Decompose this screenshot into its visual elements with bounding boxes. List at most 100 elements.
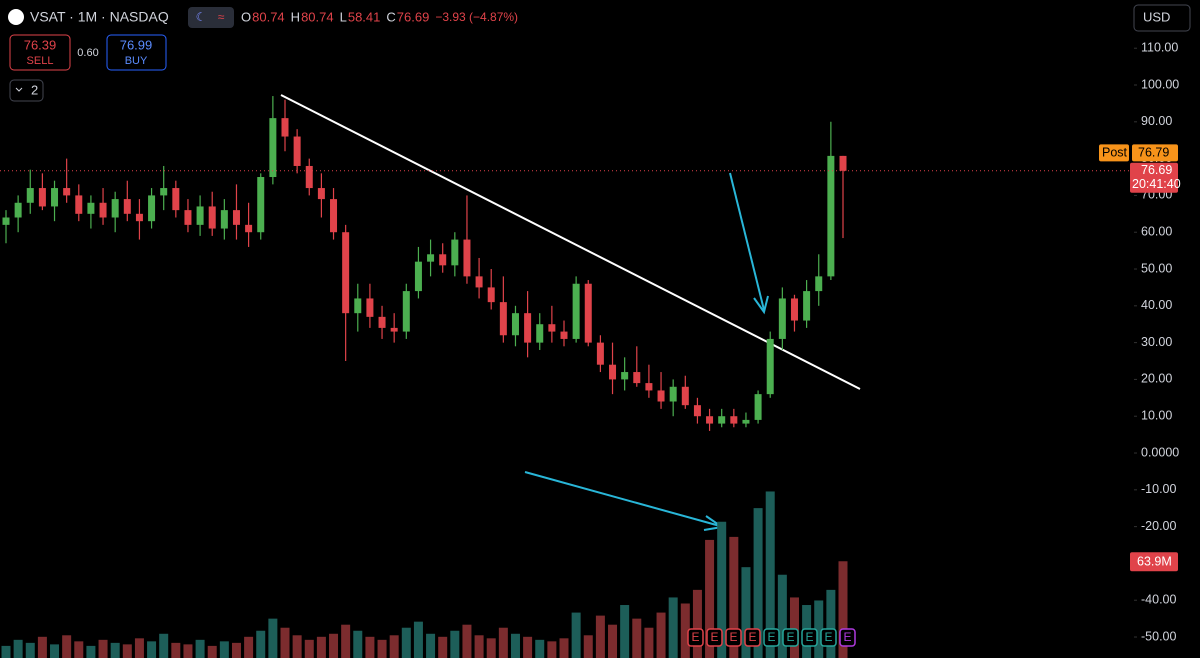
volume-bar	[365, 636, 375, 658]
event-marker	[706, 628, 723, 647]
candle-body	[160, 188, 168, 196]
candle-body	[378, 316, 386, 328]
volume-bar	[353, 630, 363, 658]
candle-body	[439, 254, 447, 266]
indicators-toggle[interactable]	[9, 79, 44, 102]
volume-bar	[50, 644, 60, 658]
candle-body	[354, 298, 362, 314]
ohlc-key: H	[291, 9, 300, 24]
candle-body	[669, 386, 677, 402]
volume-bar	[559, 638, 569, 658]
event-label: E	[824, 630, 832, 644]
event-label: E	[710, 630, 718, 644]
sell-label: SELL	[27, 55, 54, 67]
volume-bar	[171, 642, 181, 658]
volume-bar	[753, 508, 763, 658]
event-marker	[725, 628, 742, 647]
candle-body	[305, 165, 313, 189]
candle-body	[790, 298, 798, 321]
volume-bar	[304, 639, 314, 658]
volume-bar	[838, 561, 848, 658]
volume-bar	[656, 612, 666, 658]
y-tick-label: 110.00	[1141, 41, 1178, 55]
candle-body	[232, 210, 240, 225]
event-label: E	[805, 630, 813, 644]
y-tick-label: 30.00	[1141, 335, 1172, 349]
toggle[interactable]	[188, 7, 234, 28]
candle-body	[584, 283, 592, 343]
spread: 0.60	[77, 47, 98, 59]
logo	[8, 9, 24, 25]
chevron	[15, 87, 23, 92]
volume-bar	[1, 645, 11, 658]
icon: ≈	[218, 10, 225, 24]
trend-line	[280, 94, 861, 390]
volume-bar	[426, 633, 436, 658]
candle-body	[208, 206, 216, 229]
volume-bar	[110, 642, 120, 658]
volume-bar	[219, 641, 229, 658]
candle-body	[609, 364, 617, 380]
volume-bar	[62, 635, 72, 658]
volume-bar	[741, 567, 751, 658]
candle-body	[51, 188, 59, 207]
candle-body	[402, 291, 410, 332]
buy-button[interactable]	[106, 34, 167, 71]
candle-body	[681, 386, 689, 406]
candle-body	[778, 298, 786, 339]
candle-body	[645, 383, 653, 391]
candle-body	[2, 217, 10, 225]
currency: USD	[1143, 9, 1170, 24]
icon: ☾	[196, 10, 207, 24]
last-price-box	[1130, 162, 1178, 193]
change: −3.93 (−4.87%)	[435, 10, 518, 24]
volume-bar	[256, 630, 266, 658]
candle-body	[196, 206, 204, 225]
volume-bar	[280, 627, 290, 658]
volume-bar	[450, 630, 460, 658]
candle-body	[633, 372, 641, 384]
countdown: 20:41:40	[1132, 177, 1181, 191]
y-tick-label: 0.0000	[1141, 445, 1179, 459]
arrow-head	[753, 295, 769, 315]
volume-bar	[122, 644, 132, 658]
volume-bar	[244, 636, 254, 658]
candle-body	[414, 261, 422, 292]
candle-body	[14, 202, 22, 218]
volume-bar	[547, 641, 557, 658]
volume-bar	[583, 635, 593, 658]
volume-bar	[13, 639, 23, 658]
candle-body	[827, 155, 835, 277]
candle-body	[317, 188, 325, 200]
candle-body	[548, 324, 556, 332]
volume-bar	[438, 636, 448, 658]
candle-body	[657, 390, 665, 402]
candle-body	[111, 199, 119, 218]
volume-bar	[134, 638, 144, 658]
post-label: Post	[1102, 146, 1128, 160]
candle-body	[560, 331, 568, 339]
event-marker	[687, 628, 704, 647]
y-tick-label: -10.00	[1141, 482, 1176, 496]
candle-body	[475, 276, 483, 288]
candle-body	[463, 239, 471, 277]
candle-body	[572, 283, 580, 339]
post-price-box	[1132, 144, 1178, 162]
candle-body	[87, 202, 95, 214]
candle-body	[536, 324, 544, 343]
volume-label-box	[1130, 552, 1178, 572]
volume-bar	[268, 618, 278, 658]
candle-body	[427, 254, 435, 262]
y-tick-label: 20.00	[1141, 372, 1172, 386]
post-price: 76.79	[1138, 146, 1169, 160]
volume-bar	[510, 633, 520, 658]
ohlc-value: 80.74	[301, 9, 334, 24]
currency-button[interactable]	[1133, 4, 1191, 32]
volume-bar	[620, 605, 630, 658]
volume-bar	[86, 645, 96, 658]
sell-button[interactable]	[9, 34, 71, 71]
symbol: VSAT · 1M · NASDAQ	[30, 9, 169, 25]
